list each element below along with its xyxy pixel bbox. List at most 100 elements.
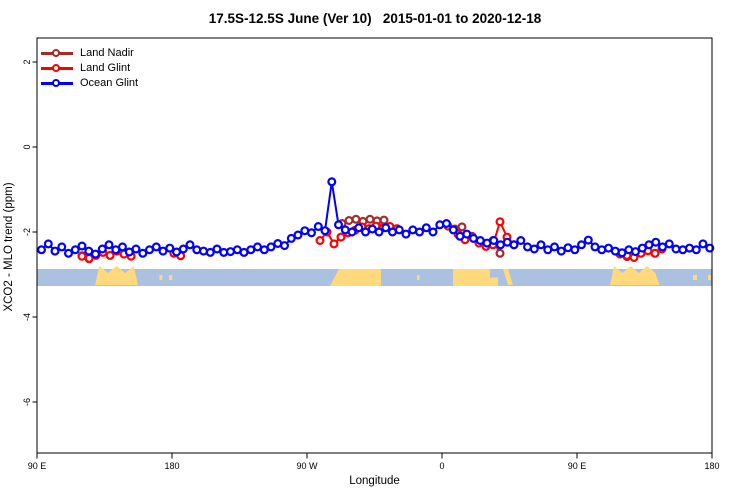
x-tick-label: 90 E <box>28 461 47 471</box>
data-point <box>199 246 209 256</box>
map-strip <box>37 265 712 286</box>
data-point <box>43 239 53 249</box>
data-point <box>556 246 566 256</box>
data-point <box>77 241 87 251</box>
data-point <box>705 243 715 253</box>
data-point <box>576 240 586 250</box>
data-point <box>691 245 701 255</box>
x-tick-label: 180 <box>704 461 719 471</box>
data-point <box>354 223 364 233</box>
data-point <box>131 244 141 254</box>
data-point <box>698 239 708 249</box>
data-point <box>457 222 467 232</box>
island-dot <box>693 275 697 280</box>
data-point <box>630 247 640 257</box>
data-point <box>50 246 60 256</box>
data-point <box>327 177 337 187</box>
data-point <box>495 248 505 258</box>
data-point <box>165 243 175 253</box>
data-point <box>286 233 296 243</box>
data-point <box>651 237 661 247</box>
land-glint-marker-icon <box>41 63 73 74</box>
x-axis-title: Longitude <box>349 475 400 487</box>
data-point <box>329 239 339 249</box>
y-tick-label: -2 <box>22 228 32 236</box>
data-point <box>428 227 438 237</box>
data-point <box>617 248 627 258</box>
data-point <box>361 227 371 237</box>
data-point <box>205 247 215 257</box>
data-point <box>212 244 222 254</box>
data-point <box>351 214 361 224</box>
data-point <box>313 222 323 232</box>
data-point <box>151 242 161 252</box>
data-point <box>509 240 519 250</box>
data-point <box>57 242 67 252</box>
legend: Land Nadir Land Glint Ocean Glint <box>41 46 138 91</box>
data-point <box>63 248 73 258</box>
data-point <box>529 244 539 254</box>
data-point <box>178 244 188 254</box>
data-point <box>365 214 375 224</box>
data-point <box>421 223 431 233</box>
legend-item-land-nadir: Land Nadir <box>41 46 138 61</box>
data-point <box>315 236 325 246</box>
data-point <box>158 246 168 256</box>
data-point <box>320 226 330 236</box>
land-patch <box>610 265 660 285</box>
data-point <box>489 236 499 246</box>
land-patch <box>95 265 138 285</box>
land-patch <box>453 269 490 286</box>
ocean-glint-marker-icon <box>41 78 73 89</box>
chart-title: 17.5S-12.5S June (Ver 10) 2015-01-01 to … <box>208 11 542 26</box>
data-point <box>442 219 452 229</box>
data-point <box>462 229 472 239</box>
x-tick-label: 0 <box>439 461 444 471</box>
data-point <box>536 240 546 250</box>
data-point <box>138 248 148 258</box>
land-nadir-marker-icon <box>41 48 73 59</box>
island-dot <box>417 275 420 280</box>
data-point <box>172 247 182 257</box>
data-point <box>36 245 46 255</box>
land-patch <box>329 268 381 286</box>
data-point <box>77 251 87 261</box>
y-tick-label: 2 <box>22 59 32 64</box>
data-point <box>448 225 458 235</box>
data-point <box>117 242 127 252</box>
data-point <box>280 241 290 251</box>
y-tick-label: -4 <box>22 313 32 321</box>
legend-item-ocean-glint: Ocean Glint <box>41 76 138 91</box>
data-point <box>97 244 107 254</box>
data-point <box>381 223 391 233</box>
data-point <box>70 245 80 255</box>
data-point <box>637 243 647 253</box>
x-tick-label: 90 W <box>296 461 318 471</box>
data-point <box>415 227 425 237</box>
y-axis-title: XCO2 - MLO trend (ppm) <box>3 182 15 312</box>
data-point <box>266 242 276 252</box>
y-tick-label: 0 <box>22 144 32 149</box>
data-point <box>657 242 667 252</box>
data-point <box>104 240 114 250</box>
data-point <box>379 215 389 225</box>
data-point <box>334 220 344 230</box>
data-point <box>583 235 593 245</box>
data-point <box>394 225 404 235</box>
data-point <box>374 227 384 237</box>
land-patch <box>503 268 513 285</box>
x-axis: 90 E 180 90 W 0 90 E 180 <box>28 453 720 471</box>
data-point <box>293 230 303 240</box>
data-point <box>401 229 411 239</box>
data-point <box>347 227 357 237</box>
data-point <box>105 250 115 260</box>
x-tick-label: 90 E <box>568 461 587 471</box>
data-point <box>336 232 346 242</box>
data-point <box>307 228 317 238</box>
x-tick-label: 180 <box>164 461 179 471</box>
island-dot <box>169 275 173 280</box>
data-point <box>570 245 580 255</box>
series-ocean-glint <box>36 177 715 259</box>
legend-label: Land Nadir <box>80 47 134 59</box>
